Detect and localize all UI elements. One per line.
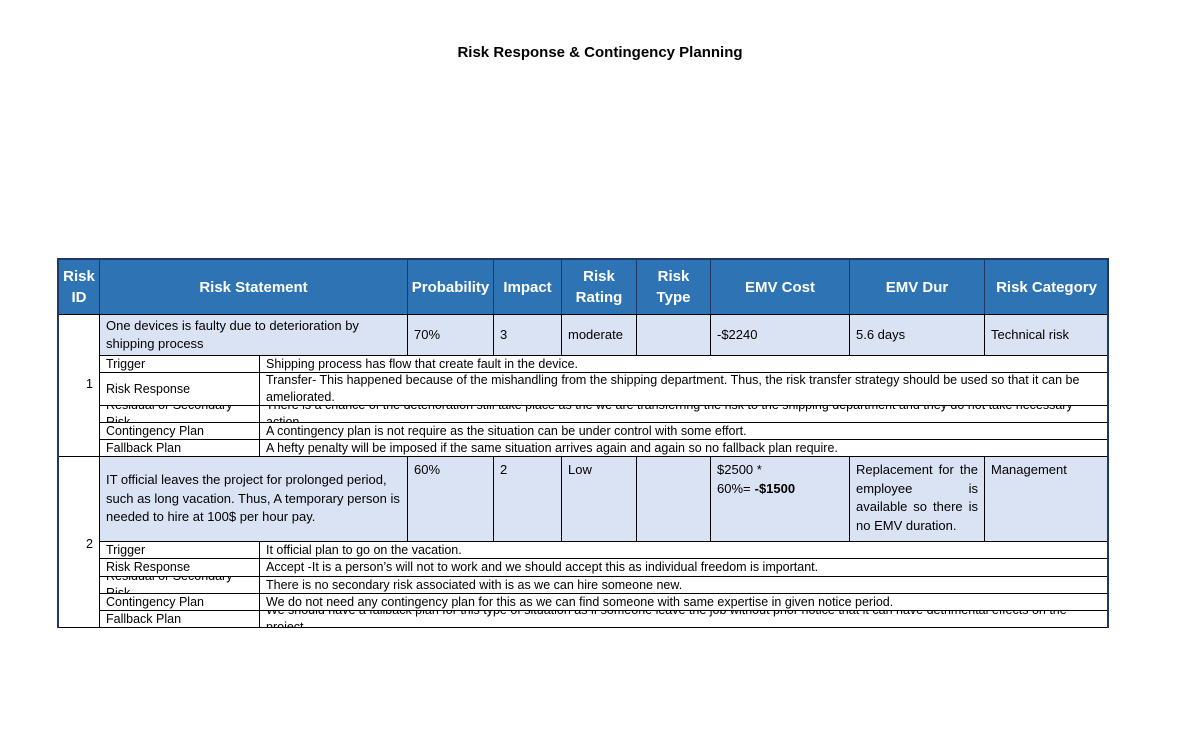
cell-text: There is a chance of the deterioration s…	[266, 405, 1073, 423]
header-cell: Risk ID	[58, 259, 100, 315]
detail-text: We do not need any contingency plan for …	[259, 593, 1109, 611]
cell-text: A hefty penalty will be imposed if the s…	[266, 440, 838, 455]
detail-text: We should have a fallback plan for this …	[259, 610, 1109, 628]
category: Management	[984, 456, 1109, 542]
header-cell: Risk Type	[636, 259, 711, 315]
cell-text: Contingency Plan	[106, 594, 204, 609]
impact: 2	[493, 456, 562, 542]
detail-text: A hefty penalty will be imposed if the s…	[259, 439, 1109, 457]
detail-label: Risk Response	[99, 558, 260, 577]
cell-text: Impact	[503, 278, 552, 296]
cell-text: Risk Category	[996, 278, 1097, 296]
detail-label: Contingency Plan	[99, 422, 260, 440]
emv-cost: -$2240	[710, 314, 850, 356]
cell-text: Risk Response	[106, 381, 191, 396]
cell-text: Transfer- This happened because of the m…	[266, 373, 1080, 404]
detail-label: Trigger	[99, 541, 260, 559]
detail-text: There is a chance of the deterioration s…	[259, 405, 1109, 423]
cell-text: EMV Dur	[885, 278, 949, 296]
detail-label: Fallback Plan	[99, 439, 260, 457]
detail-label: Residual or Secondary Risk	[99, 405, 260, 423]
cell-text: Technical risk	[991, 326, 1070, 342]
cell-text: 1	[86, 377, 93, 391]
cell-text: Contingency Plan	[106, 423, 204, 438]
detail-text: Shipping process has flow that create fa…	[259, 355, 1109, 373]
detail-label: Trigger	[99, 355, 260, 373]
detail-label: Risk Response	[99, 372, 260, 406]
header-cell: EMV Dur	[849, 259, 985, 315]
cell-text: Fallback Plan	[106, 611, 182, 626]
rating: Low	[561, 456, 637, 542]
cell-text: 5.6 days	[856, 326, 906, 342]
header-cell: EMV Cost	[710, 259, 850, 315]
type	[636, 314, 711, 356]
detail-label: Residual or Secondary Risk	[99, 576, 260, 594]
risk-id: 1	[58, 314, 100, 457]
cell-text: There is no secondary risk associated wi…	[266, 577, 683, 592]
cell-text: Replacement for the employee is availabl…	[856, 462, 978, 533]
cell-text: Probability	[411, 278, 490, 296]
cell-text: Residual or Secondary Risk	[106, 576, 233, 594]
rating: moderate	[561, 314, 637, 356]
cell-text: moderate	[568, 326, 623, 342]
cell-text: Risk Rating	[575, 268, 623, 306]
cell-text: Risk Statement	[199, 278, 308, 296]
emv-formula: -$2240	[717, 326, 758, 342]
cell-text: EMV Cost	[744, 278, 815, 296]
statement: One devices is faulty due to deteriorati…	[99, 314, 408, 356]
cell-text: 3	[500, 326, 508, 342]
type	[636, 456, 711, 542]
header-cell: Risk Rating	[561, 259, 637, 315]
cell-text: Trigger	[106, 542, 146, 557]
emv-dur: 5.6 days	[849, 314, 985, 356]
cell-text: $2500 * 60%= -$1500	[717, 461, 843, 498]
title: Risk Response & Contingency Planning	[457, 44, 743, 61]
cell-text: 2	[500, 462, 508, 477]
cell-text: -$2240	[717, 326, 757, 345]
detail-text: Transfer- This happened because of the m…	[259, 372, 1109, 406]
emv-cost: $2500 * 60%= -$1500	[710, 456, 850, 542]
cell-text: A contingency plan is not require as the…	[266, 423, 747, 438]
emv-formula: $2500 * 60%=	[717, 462, 762, 496]
detail-text: There is no secondary risk associated wi…	[259, 576, 1109, 594]
probability: 60%	[407, 456, 494, 542]
cell-text: Accept -It is a person’s will not to wor…	[266, 560, 819, 574]
cell-text: 60%	[414, 462, 441, 477]
detail-text: A contingency plan is not require as the…	[259, 422, 1109, 440]
detail-text: It official plan to go on the vacation.	[259, 541, 1109, 559]
emv-dur: Replacement for the employee is availabl…	[849, 456, 985, 542]
cell-text: Shipping process has flow that create fa…	[266, 356, 578, 371]
impact: 3	[493, 314, 562, 356]
cell-text: 70%	[414, 326, 441, 342]
header-cell: Impact	[493, 259, 562, 315]
detail-text: Accept -It is a person’s will not to wor…	[259, 558, 1109, 577]
header-cell: Probability	[407, 259, 494, 315]
cell-text: 2	[86, 536, 93, 551]
statement: IT official leaves the project for prolo…	[99, 456, 408, 542]
emv-result: -$1500	[754, 480, 796, 496]
cell-text: Management	[991, 462, 1067, 477]
probability: 70%	[407, 314, 494, 356]
detail-label: Contingency Plan	[99, 593, 260, 611]
risk-id: 2	[58, 456, 100, 628]
detail-label: Fallback Plan	[99, 610, 260, 628]
cell-text: IT official leaves the project for prolo…	[106, 472, 400, 525]
cell-text: Risk Type	[656, 268, 691, 306]
cell-text: Trigger	[106, 356, 146, 371]
cell-text: It official plan to go on the vacation.	[266, 542, 462, 557]
cell-text: Risk ID	[63, 268, 95, 306]
cell-text: Low	[568, 462, 592, 477]
category: Technical risk	[984, 314, 1109, 356]
cell-text: We should have a fallback plan for this …	[266, 610, 1067, 628]
cell-text: One devices is faulty due to deteriorati…	[106, 317, 359, 352]
header-cell: Risk Statement	[99, 259, 408, 315]
cell-text: Residual or Secondary Risk	[106, 405, 233, 423]
cell-text: Fallback Plan	[106, 440, 182, 455]
header-cell: Risk Category	[984, 259, 1109, 315]
cell-text: We do not need any contingency plan for …	[266, 594, 894, 609]
cell-text: Risk Response	[106, 560, 191, 574]
